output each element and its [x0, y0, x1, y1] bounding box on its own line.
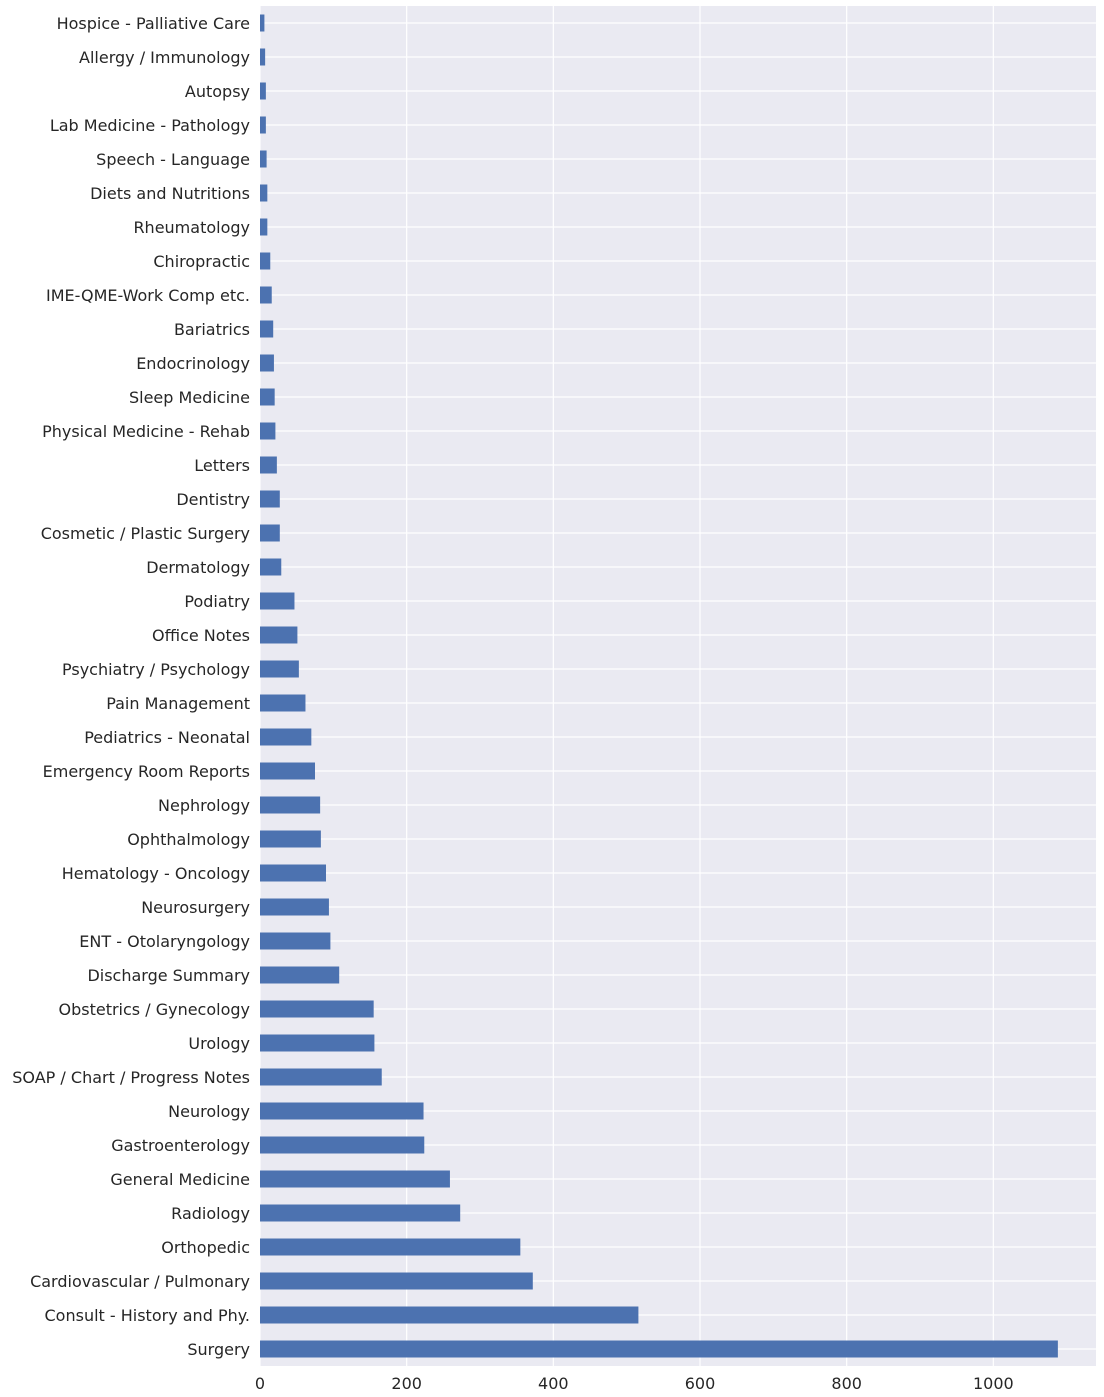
bar: [260, 898, 329, 916]
bar: [260, 728, 312, 746]
bar: [260, 422, 276, 440]
y-tick-label: Dentistry: [176, 490, 250, 509]
y-tick-label: IME-QME-Work Comp etc.: [46, 286, 250, 305]
y-tick-label: Orthopedic: [161, 1238, 250, 1257]
y-tick-label: Neurology: [168, 1102, 250, 1121]
bar: [260, 14, 265, 32]
bar: [260, 1000, 374, 1018]
bar: [260, 1340, 1058, 1358]
bar: [260, 1306, 639, 1324]
bar: [260, 48, 266, 66]
bar: [260, 184, 268, 202]
y-tick-label: Diets and Nutritions: [90, 184, 250, 203]
bar: [260, 1272, 533, 1290]
bar: [260, 694, 306, 712]
bar: [260, 1102, 424, 1120]
bar: [260, 1204, 461, 1222]
y-tick-label: Lab Medicine - Pathology: [50, 116, 250, 135]
y-tick-label: Pain Management: [106, 694, 250, 713]
bar: [260, 558, 282, 576]
y-tick-label: Hematology - Oncology: [62, 864, 250, 883]
x-tick-label: 200: [391, 1374, 422, 1393]
y-tick-label: Radiology: [171, 1204, 250, 1223]
bar: [260, 592, 295, 610]
bar: [260, 1170, 450, 1188]
y-tick-label: ENT - Otolaryngology: [79, 932, 250, 951]
x-tick-label: 600: [685, 1374, 716, 1393]
bar: [260, 388, 275, 406]
plot-area: [260, 6, 1096, 1366]
y-tick-label: Dermatology: [146, 558, 250, 577]
y-tick-label: Neurosurgery: [141, 898, 250, 917]
bar: [260, 286, 272, 304]
bar: [260, 1238, 521, 1256]
y-tick-label: Allergy / Immunology: [79, 48, 250, 67]
y-tick-label: Discharge Summary: [87, 966, 250, 985]
bar: [260, 762, 315, 780]
bar: [260, 966, 340, 984]
y-tick-label: Consult - History and Phy.: [45, 1306, 251, 1325]
bar: [260, 354, 274, 372]
y-tick-label: Endocrinology: [136, 354, 250, 373]
y-tick-label: Podiatry: [184, 592, 250, 611]
x-tick-label: 0: [255, 1374, 265, 1393]
y-tick-label: Letters: [194, 456, 250, 475]
bar: [260, 796, 321, 814]
y-tick-label: Sleep Medicine: [129, 388, 250, 407]
y-tick-label: Ophthalmology: [127, 830, 250, 849]
bar: [260, 252, 271, 270]
y-tick-label: Obstetrics / Gynecology: [59, 1000, 251, 1019]
bar: [260, 660, 299, 678]
bar: [260, 1136, 425, 1154]
bar: [260, 82, 266, 100]
bar: [260, 1068, 382, 1086]
y-tick-label: Office Notes: [152, 626, 250, 645]
y-tick-label: Hospice - Palliative Care: [57, 14, 250, 33]
bar: [260, 830, 321, 848]
y-tick-label: Rheumatology: [133, 218, 250, 237]
y-tick-label: SOAP / Chart / Progress Notes: [12, 1068, 250, 1087]
y-tick-label: Bariatrics: [174, 320, 250, 339]
bar: [260, 218, 268, 236]
bar: [260, 456, 277, 474]
y-tick-label: Chiropractic: [153, 252, 250, 271]
bar: [260, 1034, 375, 1052]
y-tick-label: Speech - Language: [96, 150, 250, 169]
y-tick-label: Autopsy: [185, 82, 250, 101]
x-tick-label: 800: [831, 1374, 862, 1393]
y-tick-label: Surgery: [187, 1340, 250, 1359]
y-tick-label: Emergency Room Reports: [43, 762, 250, 781]
y-tick-label: Cardiovascular / Pulmonary: [30, 1272, 250, 1291]
bar: [260, 116, 266, 134]
y-tick-label: Cosmetic / Plastic Surgery: [41, 524, 250, 543]
bar: [260, 524, 280, 542]
bars: [260, 14, 1058, 1358]
x-tick-labels: 0 200 400 600 800 1000: [255, 1374, 1014, 1393]
gridlines: [259, 6, 1096, 1366]
y-tick-label: Gastroenterology: [111, 1136, 250, 1155]
x-tick-label: 400: [538, 1374, 569, 1393]
bar: [260, 150, 267, 168]
bar: [260, 626, 298, 644]
bar: [260, 932, 331, 950]
y-tick-label: Physical Medicine - Rehab: [42, 422, 250, 441]
y-tick-label: Pediatrics - Neonatal: [84, 728, 250, 747]
x-tick-label: 1000: [973, 1374, 1014, 1393]
y-tick-label: General Medicine: [110, 1170, 250, 1189]
y-tick-label: Nephrology: [158, 796, 250, 815]
bar: [260, 320, 274, 338]
y-tick-labels: Hospice - Palliative Care Allergy / Immun…: [12, 14, 250, 1359]
bar: [260, 490, 280, 508]
y-tick-label: Psychiatry / Psychology: [62, 660, 250, 679]
y-tick-label: Urology: [188, 1034, 250, 1053]
bar: [260, 864, 326, 882]
